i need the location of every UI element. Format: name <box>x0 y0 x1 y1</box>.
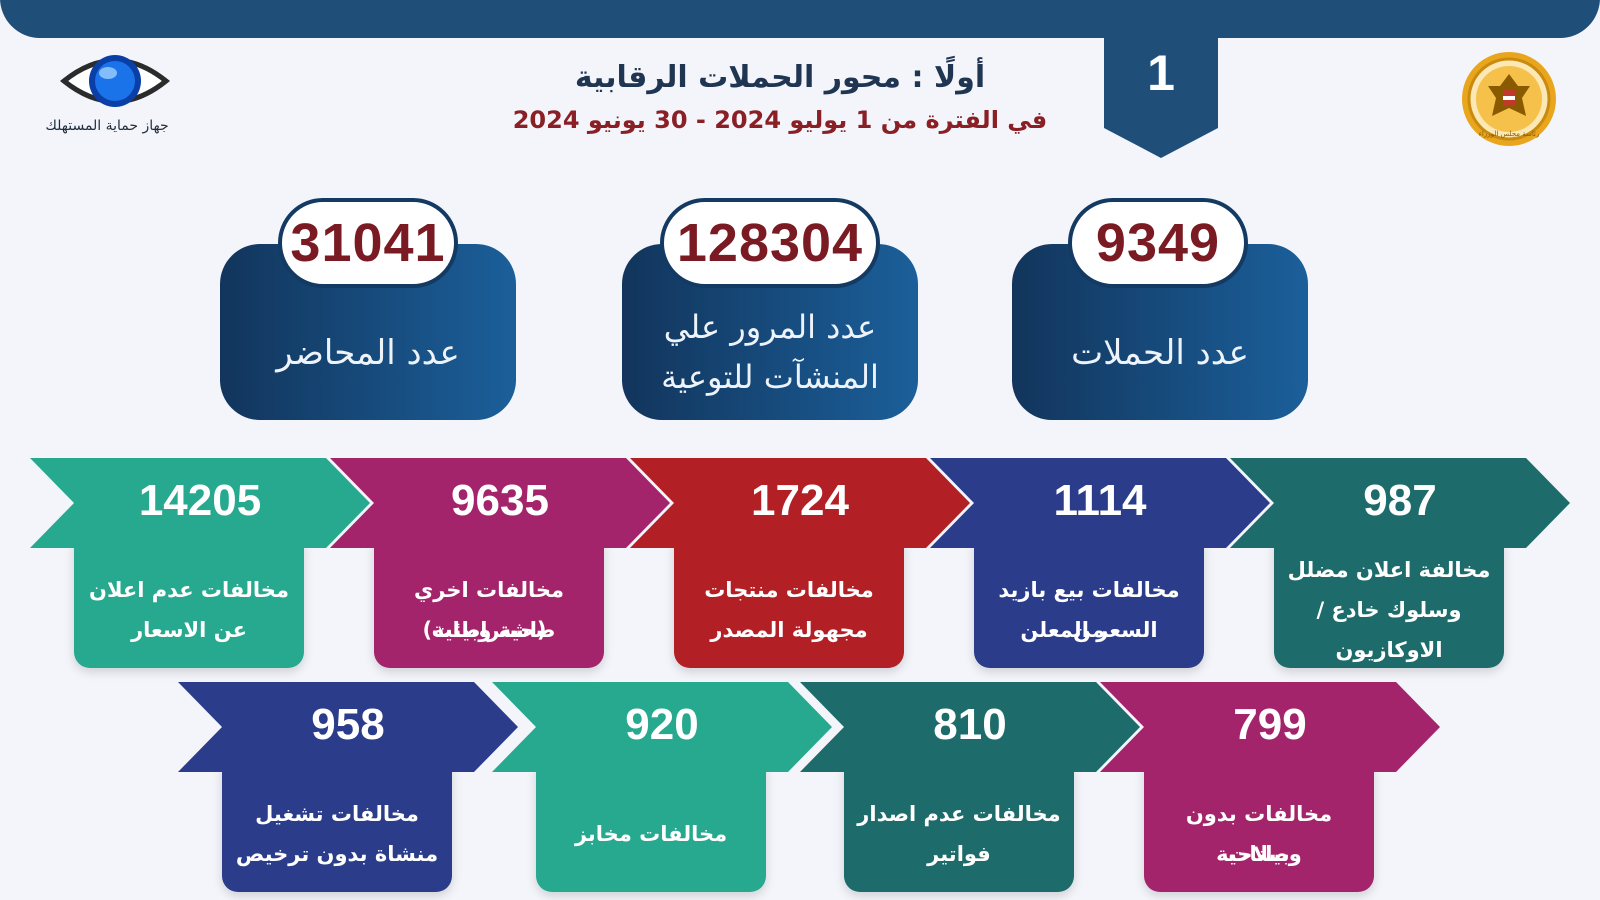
arrow-shape <box>30 458 370 548</box>
section-number-badge: 1 <box>1104 0 1218 158</box>
violation-label-line2: صحية وبيئية) <box>422 618 556 642</box>
violation-label-line2: عن الاسعار <box>131 618 247 642</box>
violation-label-box: مخالفات عدم اصدار فواتير <box>844 764 1074 892</box>
violation-arrow: 1114 <box>930 458 1270 548</box>
arrow-shape <box>930 458 1270 548</box>
violation-label-line2: السعر المعلن <box>1020 618 1158 642</box>
violation-label-line2: مجهولة المصدر <box>710 618 868 642</box>
stat-value: 31041 <box>290 213 446 273</box>
eagle-seal-icon <box>1462 52 1556 146</box>
stat-value: 128304 <box>676 213 864 273</box>
violation-label-line2: وسلوك خادع / <box>1316 598 1462 622</box>
violation-count: 14205 <box>138 476 262 525</box>
violation-label-box: مخالفات اخري (اشتراطات صحية وبيئية) <box>374 540 604 668</box>
arrow-shape <box>1230 458 1570 548</box>
arrow-shape <box>800 682 1140 772</box>
stat-label: عدد الحملات <box>1071 333 1249 373</box>
violation-label-box: مخالفات عدم اعلان عن الاسعار <box>74 540 304 668</box>
violation-label-line1: مخالفات عدم اعلان <box>89 578 289 602</box>
violation-count: 1114 <box>1053 476 1147 525</box>
violation-count: 799 <box>1233 700 1307 749</box>
violation-label-line1: مخالفات عدم اصدار <box>857 802 1061 826</box>
violation-arrow: 799 <box>1100 682 1440 772</box>
arrow-shape <box>492 682 832 772</box>
violation-label-line1: مخالفات تشغيل <box>255 802 419 826</box>
violation-label-box: مخالفات بدون بيانات وصلاحية <box>1144 764 1374 892</box>
violation-count: 987 <box>1363 476 1437 525</box>
violation-label-line1: مخالفات بيع بازيد من <box>998 578 1180 642</box>
violation-arrow: 920 <box>492 682 832 772</box>
stat-label-line2: المنشآت للتوعية <box>661 358 879 396</box>
title-block: أولًا : محور الحملات الرقابية في الفترة … <box>480 58 1080 136</box>
stat-label-line1: عدد المرور علي <box>663 308 877 346</box>
page-title: أولًا : محور الحملات الرقابية <box>574 60 986 95</box>
violation-label-line2: فواتير <box>927 842 991 866</box>
arrow-shape <box>178 682 518 772</box>
violation-arrow: 987 <box>1230 458 1570 548</box>
seal-caption: رئاسة مجلس الوزراء <box>1478 130 1540 138</box>
violation-arrow: 1724 <box>630 458 970 548</box>
arrow-shape <box>1100 682 1440 772</box>
violation-count: 1724 <box>751 476 849 525</box>
top-banner <box>0 0 1600 38</box>
violation-label-line1: مخالفات بدون بيانات <box>1185 802 1333 866</box>
section-number: 1 <box>1147 45 1175 101</box>
violation-label-line1: مخالفة اعلان مضلل <box>1287 558 1491 582</box>
logo-caption: جهاز حماية المستهلك <box>45 118 169 134</box>
violation-label-line2: منشاة بدون ترخيص <box>235 842 439 866</box>
violation-arrow: 810 <box>800 682 1140 772</box>
violation-label-line3: الاوكازيون <box>1335 638 1443 662</box>
violation-label-box: مخالفات مخابز <box>536 764 766 892</box>
stat-label: عدد المحاضر <box>276 333 460 373</box>
consumer-protection-logo: جهاز حماية المستهلك <box>22 48 192 148</box>
violation-label-box: مخالفات بيع بازيد من السعر المعلن <box>974 540 1204 668</box>
violation-arrow: 9635 <box>330 458 670 548</box>
violation-label-line2: وصلاحية <box>1216 842 1302 866</box>
violation-count: 920 <box>625 700 699 749</box>
arrow-shape <box>630 458 970 548</box>
violation-arrow: 958 <box>178 682 518 772</box>
violation-label-box: مخالفة اعلان مضلل وسلوك خادع / الاوكازيون <box>1274 540 1504 668</box>
cabinet-seal: رئاسة مجلس الوزراء <box>1460 50 1558 148</box>
stat-value: 9349 <box>1095 213 1221 273</box>
violation-label-line1: مخالفات منتجات <box>704 578 874 602</box>
violation-count: 810 <box>933 700 1007 749</box>
violation-label-line1: مخالفات اخري (اشتراطات <box>414 578 564 642</box>
eye-logo-icon <box>60 55 170 107</box>
page-subtitle: في الفترة من 1 يوليو 2024 - 30 يونيو 202… <box>512 106 1048 134</box>
violation-count: 958 <box>311 700 385 749</box>
violation-label-line1: مخالفات مخابز <box>574 822 728 846</box>
arrow-shape <box>330 458 670 548</box>
violation-arrow: 14205 <box>30 458 370 548</box>
violation-label-box: مخالفات منتجات مجهولة المصدر <box>674 540 904 668</box>
violation-label-box: مخالفات تشغيل منشاة بدون ترخيص <box>222 764 452 892</box>
violation-count: 9635 <box>451 476 549 525</box>
